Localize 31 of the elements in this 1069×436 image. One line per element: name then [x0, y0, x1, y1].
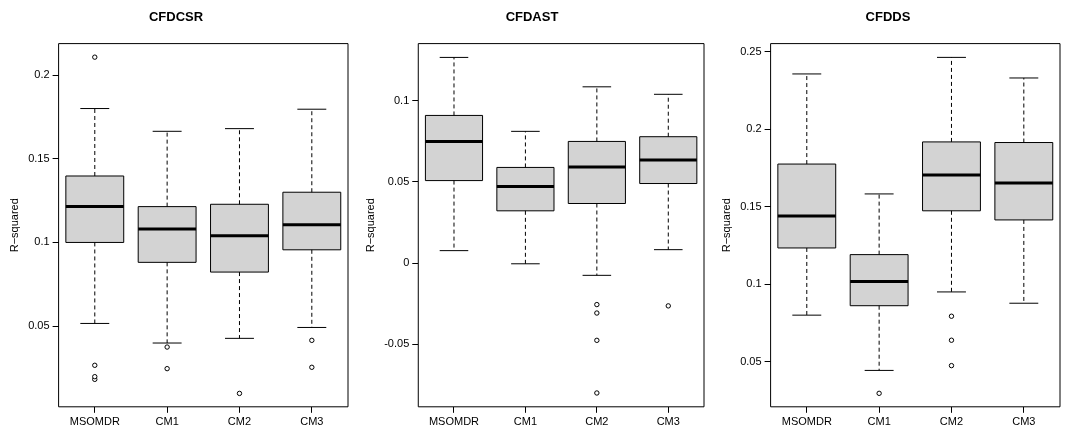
y-tick-label: 0 [403, 256, 410, 269]
y-tick-label: 0.15 [740, 199, 762, 212]
chart-title: CFDDS [865, 9, 911, 25]
y-tick-label: 0.1 [393, 93, 410, 106]
y-axis-title: R−squared [7, 198, 20, 253]
y-tick-label: -0.05 [384, 337, 410, 350]
x-tick-label: CM3 [656, 415, 680, 428]
y-tick-label: 0.05 [28, 319, 50, 332]
y-tick-label: 0.1 [746, 277, 762, 290]
x-tick-label: CM1 [155, 415, 179, 428]
x-tick-label: CM2 [227, 415, 252, 428]
chart-title: CFDAST [505, 9, 559, 25]
x-tick-label: CM3 [1012, 415, 1036, 428]
chart-title: CFDCSR [148, 9, 204, 25]
y-tick-label: 0.15 [28, 151, 50, 164]
x-tick-label: CM2 [939, 415, 964, 428]
y-tick-label: 0.1 [34, 235, 50, 248]
y-tick-label: 0.2 [34, 68, 50, 81]
y-axis-title: R−squared [363, 198, 376, 253]
x-tick-label: CM3 [300, 415, 324, 428]
x-tick-label: CM1 [513, 415, 538, 428]
x-tick-label: CM1 [867, 415, 891, 428]
x-tick-label: CM2 [585, 415, 609, 428]
y-tick-label: 0.2 [746, 122, 762, 135]
y-tick-label: 0.25 [740, 44, 762, 57]
y-tick-label: 0.05 [740, 354, 762, 367]
x-tick-label: MSOMDR [428, 415, 480, 428]
y-tick-label: 0.05 [387, 174, 410, 187]
y-axis-title: R−squared [719, 198, 732, 253]
x-tick-label: MSOMDR [69, 415, 120, 428]
x-tick-label: MSOMDR [781, 415, 832, 428]
